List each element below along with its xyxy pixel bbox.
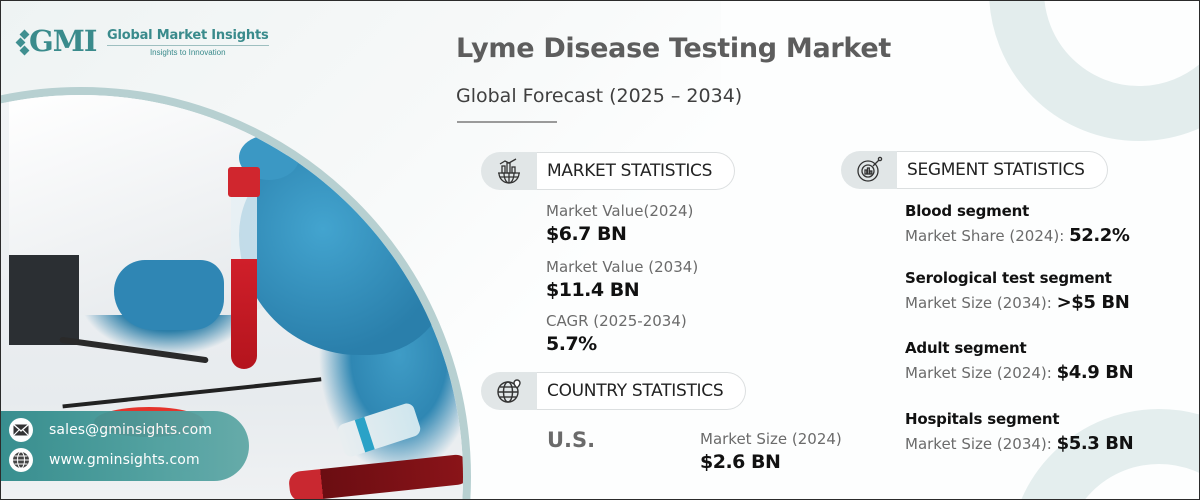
market-statistics-header: MARKET STATISTICS (481, 152, 736, 190)
cagr-label: CAGR (2025-2034) (546, 312, 687, 330)
lab-photo (1, 95, 463, 499)
brand-name: Global Market Insights (107, 28, 269, 46)
country-name: U.S. (547, 428, 596, 452)
contact-website[interactable]: www.gminsights.com (9, 448, 200, 472)
contact-banner: sales@gminsights.com www.gminsights.com (1, 411, 249, 481)
email-link[interactable]: sales@gminsights.com (49, 422, 213, 438)
blood-test-tube (231, 169, 257, 369)
decorative-arc-top-right (989, 1, 1199, 141)
segment-serological-label: Market Size (2034): (905, 294, 1057, 312)
segment-serological-value: >$5 BN (1056, 292, 1130, 313)
chart-globe-icon (481, 152, 537, 190)
website-link[interactable]: www.gminsights.com (49, 452, 200, 468)
gmi-logo: GMI Global Market Insights Insights to I… (15, 24, 269, 58)
segment-hospitals-value: $5.3 BN (1056, 433, 1134, 454)
segment-blood-line: Market Share (2024): 52.2% (905, 225, 1130, 246)
logo-mark-icon: GMI (15, 24, 97, 58)
segment-adult-title: Adult segment (905, 339, 1027, 357)
segment-hospitals-label: Market Size (2034): (905, 435, 1057, 453)
title-divider (457, 121, 557, 123)
country-statistics-header: COUNTRY STATISTICS (481, 372, 747, 410)
market-value-2024-label: Market Value(2024) (546, 202, 694, 220)
segment-serological-title: Serological test segment (905, 269, 1112, 287)
target-chart-icon (841, 151, 897, 189)
globe-pin-icon (481, 372, 537, 410)
lab-photo-circle (1, 87, 471, 499)
segment-adult-label: Market Size (2024): (905, 364, 1057, 382)
segment-statistics-header: SEGMENT STATISTICS (841, 151, 1108, 189)
market-value-2034: $11.4 BN (546, 279, 640, 301)
page-subtitle: Global Forecast (2025 – 2034) (456, 85, 743, 107)
segment-adult-value: $4.9 BN (1056, 362, 1134, 383)
country-market-size-label: Market Size (2024) (700, 430, 842, 448)
market-statistics-heading: MARKET STATISTICS (537, 152, 736, 190)
market-value-2024: $6.7 BN (546, 223, 627, 245)
contact-email[interactable]: sales@gminsights.com (9, 418, 212, 442)
globe-icon (9, 448, 33, 472)
segment-blood-value: 52.2% (1069, 225, 1130, 246)
envelope-icon (9, 418, 33, 442)
cagr-value: 5.7% (546, 333, 597, 355)
segment-blood-title: Blood segment (905, 202, 1030, 220)
segment-statistics-heading: SEGMENT STATISTICS (897, 151, 1108, 189)
segment-hospitals-title: Hospitals segment (905, 410, 1060, 428)
segment-adult-line: Market Size (2024): $4.9 BN (905, 362, 1134, 383)
segment-hospitals-line: Market Size (2034): $5.3 BN (905, 433, 1134, 454)
market-value-2034-label: Market Value (2034) (546, 258, 699, 276)
brand-tagline: Insights to Innovation (149, 47, 226, 57)
page-title: Lyme Disease Testing Market (456, 33, 891, 64)
country-statistics-heading: COUNTRY STATISTICS (537, 372, 747, 410)
logo-mark-text: GMI (29, 24, 97, 58)
segment-serological-line: Market Size (2034): >$5 BN (905, 292, 1130, 313)
country-market-size-value: $2.6 BN (700, 451, 781, 473)
segment-blood-label: Market Share (2024): (905, 227, 1070, 245)
